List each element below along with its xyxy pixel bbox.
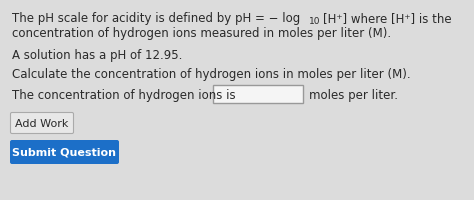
FancyBboxPatch shape	[213, 86, 303, 103]
Text: The pH scale for acidity is defined by pH = − log: The pH scale for acidity is defined by p…	[12, 12, 300, 25]
FancyBboxPatch shape	[10, 140, 119, 164]
FancyBboxPatch shape	[10, 113, 73, 134]
Text: moles per liter.: moles per liter.	[309, 89, 398, 101]
Text: The concentration of hydrogen ions is: The concentration of hydrogen ions is	[12, 89, 236, 101]
Text: concentration of hydrogen ions measured in moles per liter (M).: concentration of hydrogen ions measured …	[12, 27, 391, 40]
Text: Submit Question: Submit Question	[12, 147, 117, 157]
Text: Add Work: Add Work	[15, 118, 69, 128]
Text: 10: 10	[309, 17, 320, 26]
Text: A solution has a pH of 12.95.: A solution has a pH of 12.95.	[12, 49, 182, 62]
Text: Calculate the concentration of hydrogen ions in moles per liter (M).: Calculate the concentration of hydrogen …	[12, 68, 410, 81]
Text: [H⁺] where [H⁺] is the: [H⁺] where [H⁺] is the	[323, 12, 452, 25]
